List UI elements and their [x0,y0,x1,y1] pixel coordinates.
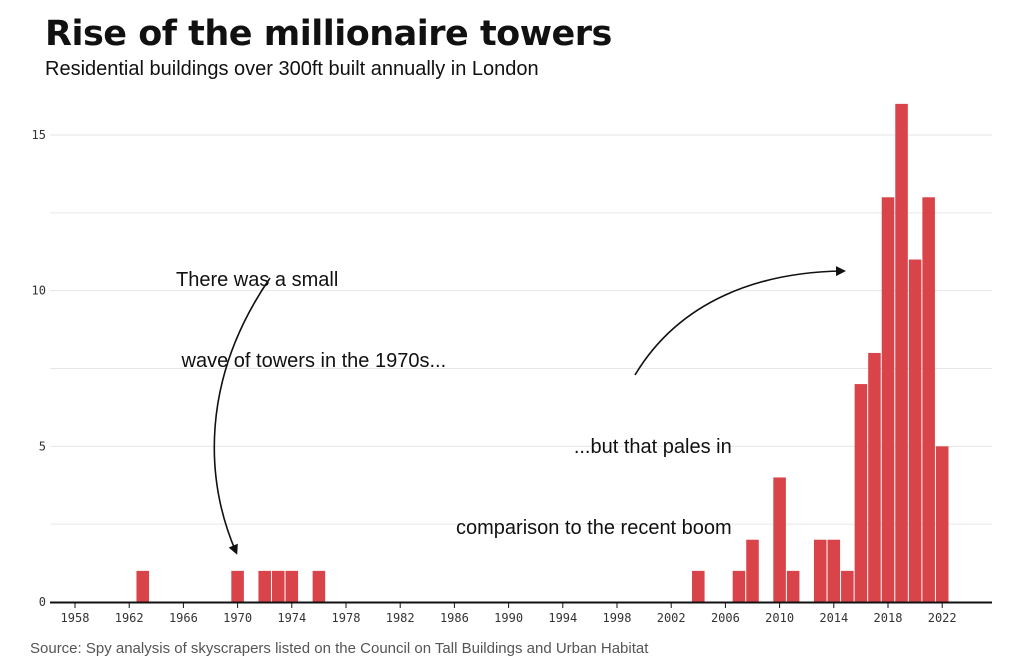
x-tick-label: 1978 [332,611,361,625]
x-tick-label: 1966 [169,611,198,625]
bar-chart: 0 5 10 15 1958 1962 1966 1970 1974 1978 1982 1986 19… [32,103,992,625]
x-tick-label: 1994 [548,611,577,625]
annotation-1970s-line2: wave of towers in the 1970s... [176,350,447,372]
x-tick-label: 2022 [928,611,957,625]
bar-1973 [271,570,285,602]
x-tick-label: 2006 [711,611,740,625]
annotation-boom-line1: ...but that pales in [573,436,732,458]
bar-2004 [692,570,705,602]
annotation-1970s-wave: There was a small wave of towers in the … [176,213,446,402]
bar-2022 [935,446,949,602]
chart-title: Rise of the millionaire towers [45,14,612,54]
bar-2016 [854,384,868,602]
x-tick-label: 2014 [819,611,848,625]
annotation-recent-boom: ...but that pales in comparison to the r… [456,380,732,569]
bar-2013 [813,539,827,602]
bar-2018 [881,197,895,602]
x-tick-label: 1970 [223,611,252,625]
bar-2017 [868,352,881,602]
bar-1974 [285,570,299,602]
x-tick-label: 1998 [603,611,632,625]
y-tick-label: 0 [39,595,46,609]
x-tick-label: 2010 [765,611,794,625]
annotation-1970s-line1: There was a small [176,269,339,291]
bars [136,103,949,602]
y-tick-label: 5 [39,439,46,453]
bar-1970 [231,570,244,602]
axes: 0 5 10 15 1958 1962 1966 1970 1974 1978 1982 1986 19… [32,128,992,625]
bar-2007 [732,570,746,602]
bar-2020 [908,259,922,602]
bar-2019 [895,103,908,602]
y-tick-label: 15 [32,128,46,142]
x-tick-label: 1982 [386,611,415,625]
source-note: Source: Spy analysis of skyscrapers list… [30,640,649,657]
annotation-arrow-boom [634,266,846,376]
chart-subtitle: Residential buildings over 300ft built a… [45,58,539,80]
bar-2011 [786,570,800,602]
bar-1972 [258,570,271,602]
x-tick-label: 1986 [440,611,469,625]
bar-2008 [746,539,759,602]
bar-1963 [136,570,150,602]
x-tick-label: 1990 [494,611,523,625]
annotation-arrow-1970s [213,277,271,555]
x-tick-label: 1962 [115,611,144,625]
bar-2015 [841,570,854,602]
x-tick-label: 1974 [277,611,306,625]
gridlines [50,134,992,525]
x-tick-label: 1958 [61,611,90,625]
x-tick-label: 2018 [874,611,903,625]
bar-2010 [773,477,786,602]
x-tick-label: 2002 [657,611,686,625]
y-tick-label: 10 [32,284,46,298]
bar-1976 [312,570,326,602]
bar-2021 [922,197,935,602]
bar-2014 [827,539,841,602]
annotation-boom-line2: comparison to the recent boom [456,517,732,539]
